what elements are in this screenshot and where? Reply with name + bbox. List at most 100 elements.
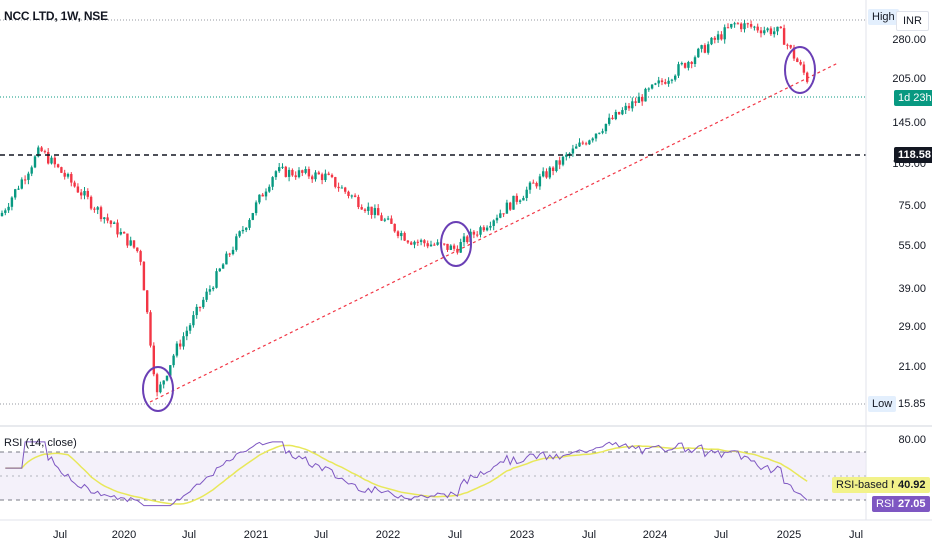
candle-down <box>301 170 304 173</box>
time-tick-label: Jul <box>313 529 329 541</box>
candle-up <box>413 241 416 245</box>
candle-up <box>50 157 53 164</box>
candle-down <box>294 175 297 178</box>
candle-down <box>789 45 792 48</box>
candle-down <box>466 236 469 243</box>
candle-down <box>713 37 716 40</box>
candle-up <box>172 355 175 366</box>
circle-marker-2025[interactable] <box>784 46 816 94</box>
price-tick-label: 280.00 <box>892 33 926 46</box>
candle-up <box>10 197 14 207</box>
candle-down <box>551 167 555 172</box>
candle-down <box>363 209 367 211</box>
candle-up <box>297 170 301 178</box>
candle-down <box>617 111 621 115</box>
candle-up <box>674 75 677 80</box>
candle-up <box>773 31 776 35</box>
time-tick-label: 2022 <box>375 529 401 541</box>
candle-up <box>644 88 647 102</box>
candle-down <box>690 61 693 64</box>
candle-up <box>670 79 674 81</box>
candle-up <box>278 167 281 172</box>
candle-up <box>479 227 482 235</box>
currency-label[interactable]: INR <box>896 11 929 31</box>
candle-up <box>218 268 221 272</box>
candle-up <box>621 110 624 115</box>
circle-marker-2022[interactable] <box>440 221 472 267</box>
candle-down <box>40 147 43 152</box>
candle-up <box>525 189 528 198</box>
candle-down <box>749 24 753 27</box>
candle-up <box>716 34 720 40</box>
candle-down <box>627 105 631 109</box>
candle-down <box>347 191 350 196</box>
candle-down <box>545 171 548 178</box>
low-value: 15.85 <box>898 398 926 410</box>
candle-up <box>271 177 274 187</box>
candle-up <box>169 365 172 376</box>
candle-down <box>106 217 109 221</box>
price-tick-label: 21.00 <box>898 361 926 374</box>
candle-up <box>650 84 654 89</box>
candle-down <box>779 26 782 29</box>
symbol-title[interactable]: NCC LTD, 1W, NSE <box>4 9 108 23</box>
candle-down <box>334 177 337 187</box>
candle-up <box>205 291 208 300</box>
candle-down <box>56 164 60 168</box>
time-tick-label: Jul <box>848 529 864 541</box>
candle-down <box>532 182 535 184</box>
candle-up <box>776 26 779 32</box>
candle-up <box>631 101 634 109</box>
candle-up <box>522 197 525 201</box>
candle-down <box>307 169 311 177</box>
candle-up <box>499 213 502 218</box>
price-tick-label: 55.00 <box>898 239 926 252</box>
trend-line[interactable] <box>149 62 839 403</box>
candle-down <box>317 172 320 175</box>
candle-down <box>726 27 730 29</box>
candle-up <box>518 200 522 202</box>
candle-up <box>723 27 726 40</box>
price-tick-label: 205.00 <box>892 73 926 86</box>
candle-down <box>122 232 126 234</box>
time-tick-label: Jul <box>447 529 463 541</box>
candle-down <box>509 202 512 210</box>
candle-up <box>221 264 225 269</box>
candle-up <box>654 83 657 85</box>
candle-up <box>241 229 245 232</box>
candle-down <box>581 142 584 144</box>
candle-down <box>63 172 66 177</box>
candle-up <box>324 173 327 181</box>
candle-down <box>390 218 393 224</box>
time-tick-label: Jul <box>713 529 729 541</box>
candle-down <box>482 227 485 231</box>
candle-down <box>406 240 410 243</box>
candle-down <box>47 152 50 164</box>
candle-down <box>769 28 773 35</box>
candle-down <box>53 157 56 165</box>
candle-up <box>565 154 568 157</box>
candle-down <box>393 223 396 232</box>
candle-down <box>360 207 363 210</box>
rsi-ma-label: RSI-based MA <box>832 477 912 493</box>
candle-up <box>215 271 218 288</box>
candle-down <box>396 231 400 237</box>
rsi-title[interactable]: RSI (14, close) <box>4 437 77 449</box>
candle-down <box>132 240 136 248</box>
candle-down <box>370 206 373 215</box>
candle-up <box>113 222 116 224</box>
candle-up <box>175 343 179 356</box>
candle-up <box>766 28 769 31</box>
candle-down <box>515 195 518 202</box>
circle-marker-2020[interactable] <box>142 366 174 412</box>
candle-up <box>598 132 601 134</box>
candle-up <box>495 217 499 221</box>
candle-down <box>198 306 202 308</box>
candle-down <box>403 233 406 241</box>
candle-down <box>792 47 796 59</box>
candle-up <box>208 289 212 292</box>
candle-up <box>667 80 670 84</box>
candle-up <box>245 227 248 230</box>
candle-down <box>782 28 786 45</box>
